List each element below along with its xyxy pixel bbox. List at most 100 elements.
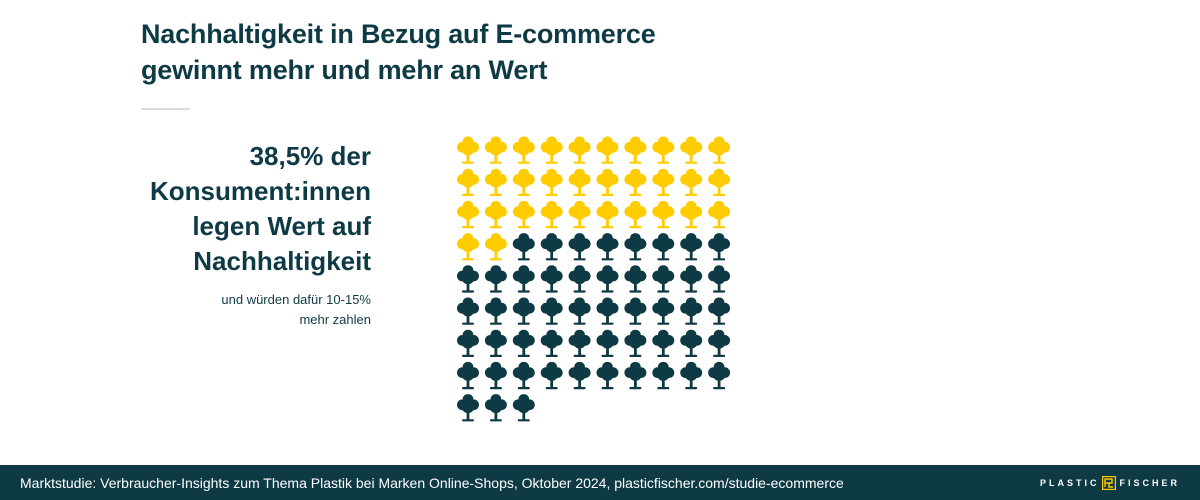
tree-icon xyxy=(596,233,619,261)
tree-icon xyxy=(457,265,479,293)
key-statistic: 38,5% der Konsument:innen legen Wert auf… xyxy=(100,139,371,279)
tree-icon-highlighted xyxy=(484,233,507,261)
tree-icon xyxy=(484,361,507,390)
tree-icon xyxy=(624,297,647,325)
tree-icon-highlighted xyxy=(484,136,507,164)
tree-icon xyxy=(680,329,703,357)
tree-icon xyxy=(457,297,479,325)
tree-icon xyxy=(652,329,675,357)
stat-line-3: legen Wert auf xyxy=(192,211,371,241)
tree-icon-highlighted xyxy=(624,168,647,196)
tree-icon-highlighted xyxy=(568,136,591,164)
tree-icon-highlighted xyxy=(708,200,731,229)
tree-icon-highlighted xyxy=(457,233,479,261)
tree-icon xyxy=(540,233,563,261)
tree-icon-highlighted xyxy=(652,168,675,196)
tree-icon-highlighted xyxy=(540,168,563,196)
tree-icon xyxy=(568,297,591,325)
tree-icon xyxy=(568,329,591,357)
tree-icon xyxy=(512,394,535,422)
tree-icon xyxy=(680,233,703,261)
tree-icon xyxy=(680,265,703,293)
tree-icon-highlighted xyxy=(708,168,731,196)
tree-icon-highlighted xyxy=(484,200,507,229)
tree-icon-highlighted xyxy=(540,200,563,229)
tree-icon xyxy=(512,233,535,261)
tree-icon xyxy=(624,329,647,357)
tree-icon xyxy=(596,361,619,390)
tree-icon-highlighted xyxy=(484,168,507,196)
tree-icon-highlighted xyxy=(512,136,535,164)
tree-icon-highlighted xyxy=(624,136,647,164)
tree-icon xyxy=(512,265,535,293)
tree-icon xyxy=(568,233,591,261)
tree-icon-highlighted xyxy=(512,200,535,229)
tree-icon xyxy=(512,361,535,390)
tree-icon xyxy=(708,233,731,261)
tree-icon xyxy=(484,329,507,357)
tree-icon xyxy=(708,329,731,357)
tree-icon-highlighted xyxy=(596,200,619,229)
tree-icon-highlighted xyxy=(708,136,731,164)
tree-pictogram-chart xyxy=(457,136,731,422)
tree-icon-highlighted xyxy=(652,136,675,164)
source-citation: Marktstudie: Verbraucher-Insights zum Th… xyxy=(20,475,844,491)
tree-icon-highlighted xyxy=(680,136,703,164)
tree-icon-highlighted xyxy=(512,168,535,196)
footer-bar: Marktstudie: Verbraucher-Insights zum Th… xyxy=(0,465,1200,500)
brand-logo: PLASTIC FISCHER xyxy=(1040,476,1180,490)
title-divider xyxy=(141,108,190,110)
logo-text-right: FISCHER xyxy=(1119,478,1181,488)
logo-mark-icon xyxy=(1101,476,1116,490)
tree-icon xyxy=(568,265,591,293)
statistic-subtext: und würden dafür 10-15% mehr zahlen xyxy=(100,290,371,330)
tree-icon xyxy=(596,329,619,357)
tree-icon-highlighted xyxy=(680,168,703,196)
page-title: Nachhaltigkeit in Bezug auf E-commerce g… xyxy=(141,16,741,88)
tree-icon xyxy=(484,297,507,325)
tree-icon-highlighted xyxy=(680,200,703,229)
tree-icon xyxy=(596,265,619,293)
tree-icon xyxy=(540,361,563,390)
tree-icon-highlighted xyxy=(568,200,591,229)
tree-icon-highlighted xyxy=(596,136,619,164)
tree-icon xyxy=(652,361,675,390)
tree-icon xyxy=(457,394,479,422)
tree-icon xyxy=(596,297,619,325)
tree-icon xyxy=(484,265,507,293)
tree-icon-highlighted xyxy=(568,168,591,196)
logo-text-left: PLASTIC xyxy=(1040,478,1100,488)
tree-icon xyxy=(708,297,731,325)
substat-line-2: mehr zahlen xyxy=(299,312,371,327)
tree-icon xyxy=(457,361,479,390)
tree-icon xyxy=(512,297,535,325)
tree-icon xyxy=(624,265,647,293)
tree-icon xyxy=(652,297,675,325)
title-line-2: gewinnt mehr und mehr an Wert xyxy=(141,55,548,85)
substat-line-1: und würden dafür 10-15% xyxy=(221,292,371,307)
stat-line-4: Nachhaltigkeit xyxy=(193,246,371,276)
tree-icon xyxy=(708,265,731,293)
tree-icon xyxy=(652,233,675,261)
tree-icon xyxy=(540,265,563,293)
tree-icon xyxy=(457,329,479,357)
tree-icon xyxy=(652,265,675,293)
tree-icon xyxy=(708,361,731,390)
tree-icon xyxy=(624,361,647,390)
tree-icon xyxy=(680,361,703,390)
stat-line-2: Konsument:innen xyxy=(150,176,371,206)
tree-icon-highlighted xyxy=(457,200,479,229)
tree-icon-highlighted xyxy=(624,200,647,229)
tree-icon-highlighted xyxy=(457,168,479,196)
stat-line-1: 38,5% der xyxy=(249,141,371,171)
tree-icon xyxy=(540,297,563,325)
tree-icon xyxy=(540,329,563,357)
tree-icon-highlighted xyxy=(652,200,675,229)
tree-icon xyxy=(624,233,647,261)
tree-icon xyxy=(568,361,591,390)
tree-icon xyxy=(512,329,535,357)
tree-icon xyxy=(680,297,703,325)
tree-icon-highlighted xyxy=(596,168,619,196)
tree-icon-highlighted xyxy=(540,136,563,164)
